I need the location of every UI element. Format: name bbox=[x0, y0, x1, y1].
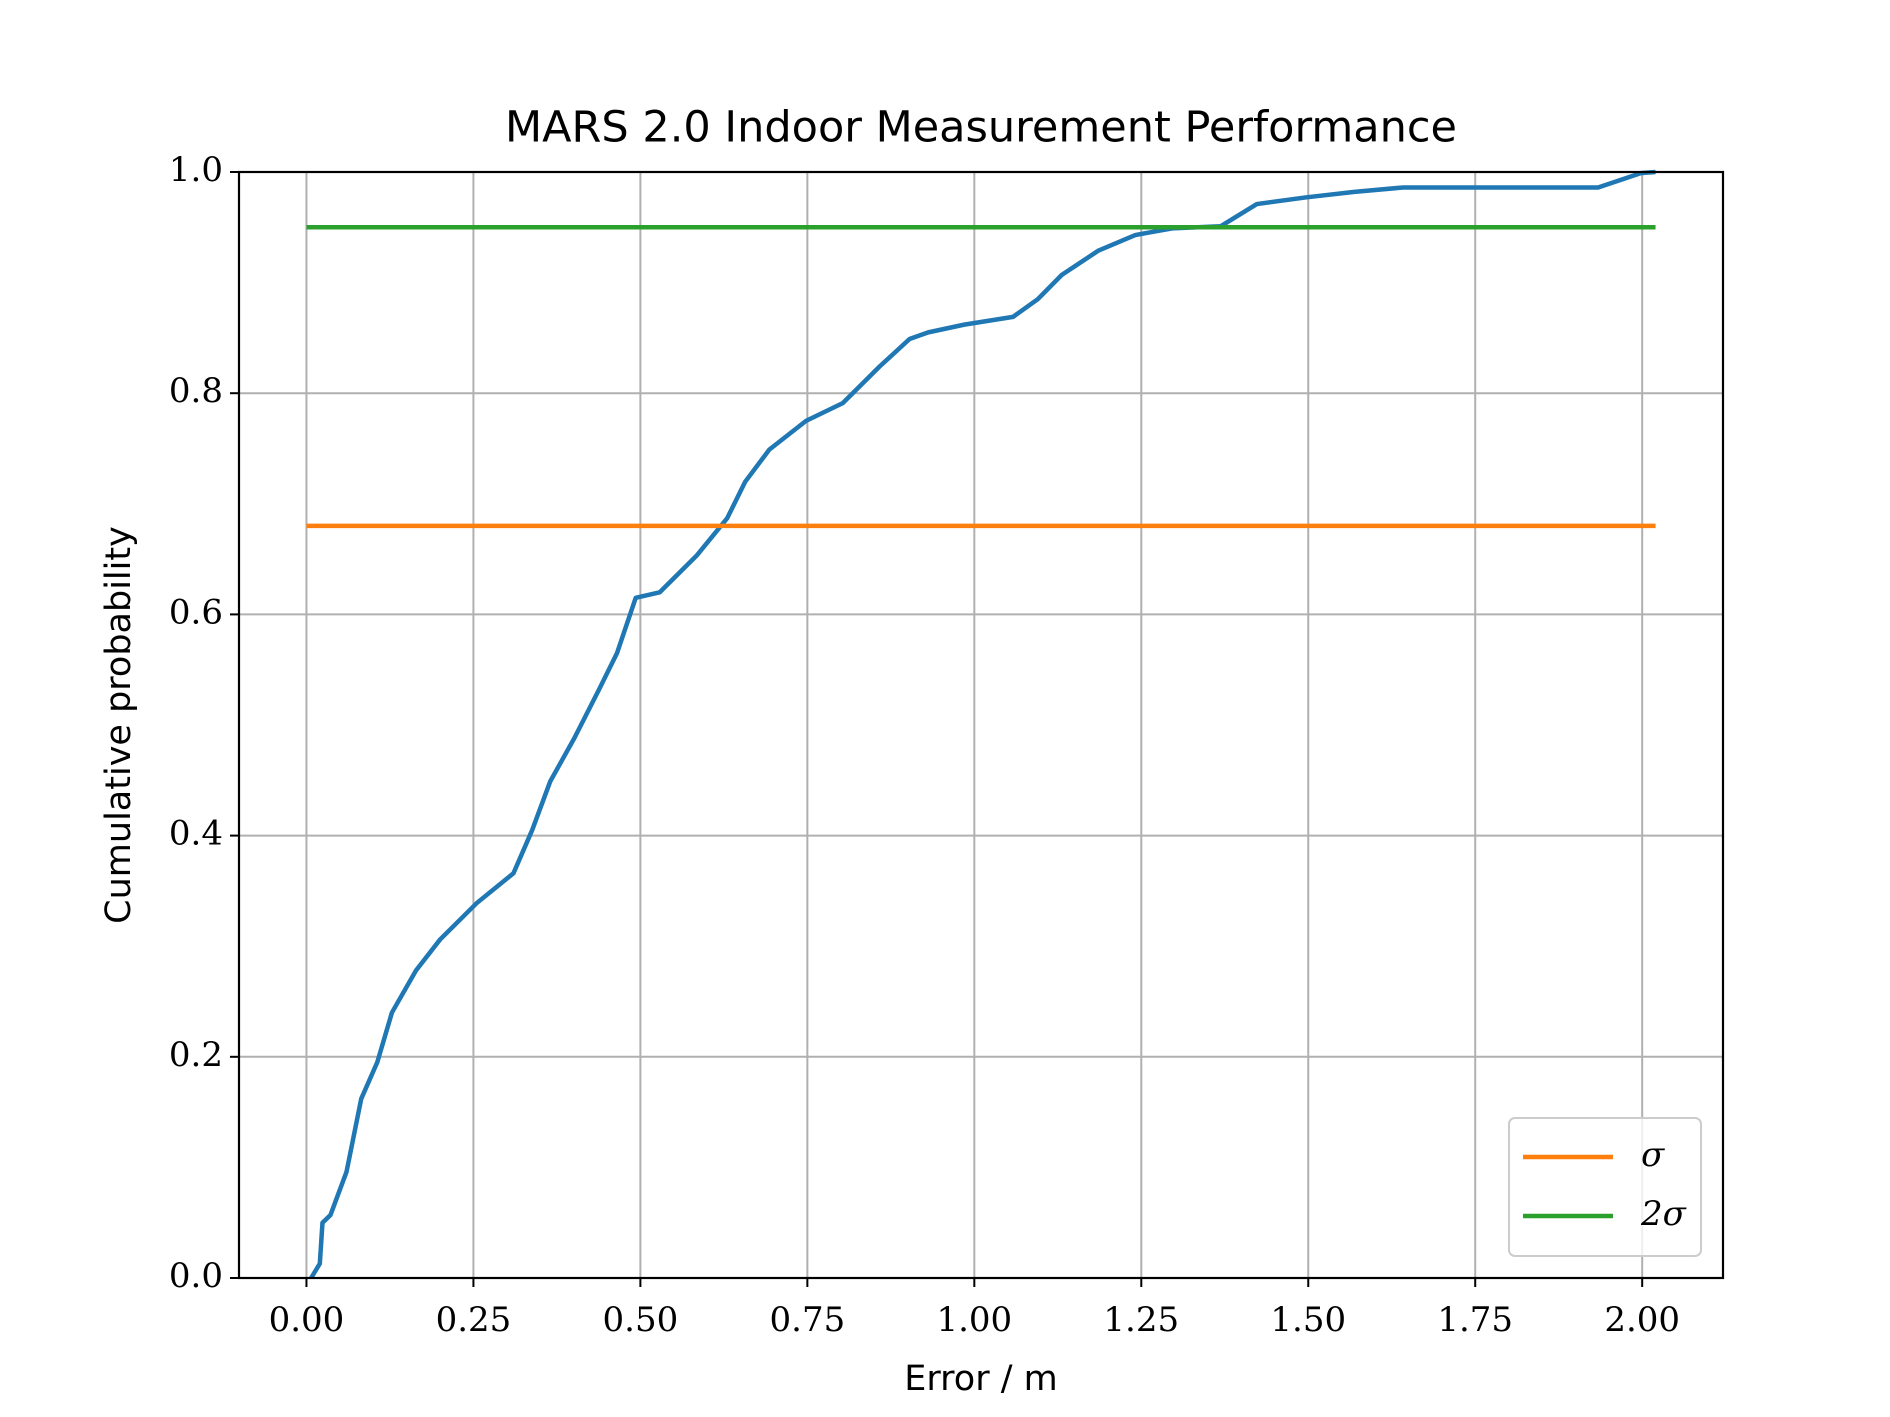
x-tick-label: 2.00 bbox=[1604, 1300, 1680, 1340]
legend-box bbox=[1508, 1117, 1702, 1257]
x-axis-label: Error / m bbox=[904, 1359, 1057, 1399]
y-tick-label: 0.8 bbox=[169, 371, 223, 411]
y-tick-label: 0.4 bbox=[169, 814, 223, 854]
x-tick-label: 1.25 bbox=[1103, 1300, 1179, 1340]
y-tick-label: 0.0 bbox=[169, 1256, 223, 1296]
x-tick-label: 0.75 bbox=[770, 1300, 846, 1340]
x-tick-label: 1.75 bbox=[1437, 1300, 1513, 1340]
x-tick-label: 0.00 bbox=[269, 1300, 345, 1340]
x-tick-label: 0.25 bbox=[436, 1300, 512, 1340]
y-axis-label: Cumulative probability bbox=[99, 526, 139, 924]
x-tick-label: 1.50 bbox=[1270, 1300, 1346, 1340]
y-tick-label: 0.6 bbox=[169, 592, 223, 632]
chart-title: MARS 2.0 Indoor Measurement Performance bbox=[505, 103, 1457, 153]
y-tick-label: 0.2 bbox=[169, 1035, 223, 1075]
legend-label: σ bbox=[1641, 1135, 1665, 1175]
x-tick-label: 1.00 bbox=[936, 1300, 1012, 1340]
legend-label: 2σ bbox=[1640, 1194, 1687, 1234]
x-tick-label: 0.50 bbox=[603, 1300, 679, 1340]
axes-frame bbox=[237, 170, 1725, 1280]
y-tick-label: 1.0 bbox=[169, 150, 223, 190]
data-line bbox=[309, 169, 1656, 1280]
